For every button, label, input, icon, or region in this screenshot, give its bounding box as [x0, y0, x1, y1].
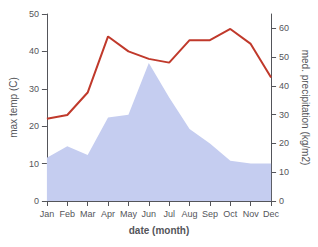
svg-text:60: 60	[279, 23, 289, 33]
svg-text:30: 30	[29, 84, 39, 94]
svg-text:Jan: Jan	[40, 209, 55, 219]
svg-text:50: 50	[279, 52, 289, 62]
svg-text:10: 10	[279, 167, 289, 177]
svg-text:Feb: Feb	[60, 209, 76, 219]
svg-text:40: 40	[29, 46, 39, 56]
svg-text:40: 40	[279, 81, 289, 91]
svg-text:10: 10	[29, 159, 39, 169]
svg-text:max temp (C): max temp (C)	[8, 77, 19, 138]
svg-text:0: 0	[34, 196, 39, 206]
svg-text:med. precipitation (kg/m2): med. precipitation (kg/m2)	[300, 50, 311, 166]
svg-text:Oct: Oct	[223, 209, 238, 219]
svg-text:Nov: Nov	[243, 209, 260, 219]
svg-text:Apr: Apr	[101, 209, 115, 219]
svg-text:30: 30	[279, 110, 289, 120]
svg-text:Aug: Aug	[182, 209, 198, 219]
svg-text:Dec: Dec	[263, 209, 280, 219]
svg-text:May: May	[120, 209, 138, 219]
svg-text:Mar: Mar	[80, 209, 96, 219]
svg-text:Jul: Jul	[163, 209, 175, 219]
svg-text:20: 20	[29, 121, 39, 131]
svg-text:Sep: Sep	[202, 209, 218, 219]
svg-text:0: 0	[279, 196, 284, 206]
svg-text:20: 20	[279, 138, 289, 148]
svg-text:date (month): date (month)	[129, 225, 190, 236]
svg-text:Jun: Jun	[142, 209, 157, 219]
svg-text:50: 50	[29, 9, 39, 19]
